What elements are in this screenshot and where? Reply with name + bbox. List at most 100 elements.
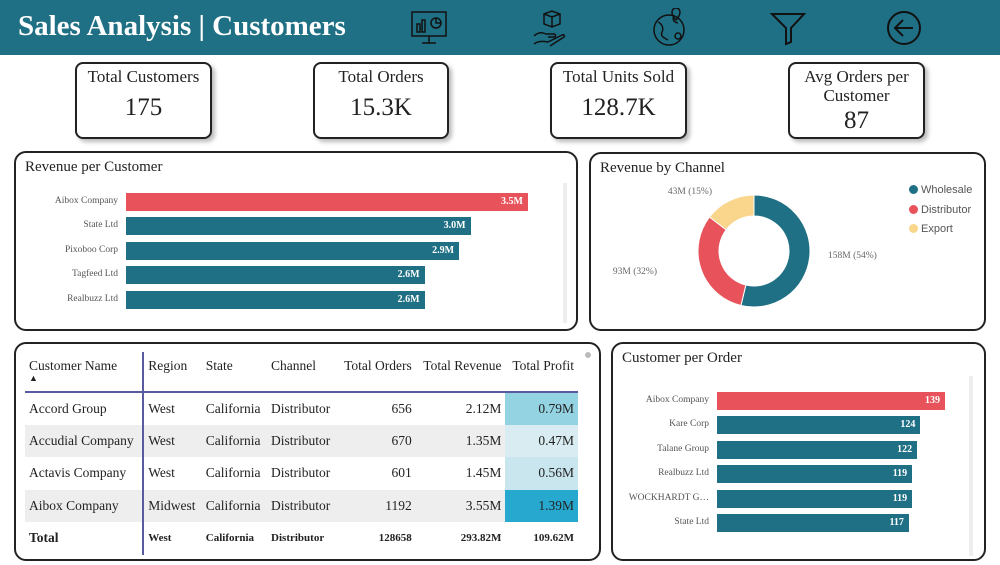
column-header-label: Region [148,358,188,373]
column-header-label: Total Profit [512,358,574,373]
kpi-total-customers: Total Customers 175 [75,62,212,139]
bar[interactable]: 124 [717,416,921,435]
donut-chart: 158M (54%) 93M (32%) 43M (15%) [613,186,877,308]
sort-ascending-icon[interactable]: ▲ [29,373,38,383]
panel-title: Revenue per Customer [25,159,163,175]
table-cell: 2.12M [465,400,502,416]
table-cell: Midwest [143,489,202,522]
bar-label: Aibox Company [645,395,709,405]
table-cell: Distributor [271,532,325,545]
donut-slice-wholesale[interactable] [740,194,811,308]
table-row[interactable]: Actavis Company West California Distributor… [25,457,578,490]
bar-label: Pixoboo Corp [64,244,118,255]
legend-item-distributor[interactable]: Distributor [909,204,971,216]
table-cell: California [205,465,261,481]
bar-value-label: 2.6M [397,293,420,305]
table-cell: 601 [391,465,412,481]
revenue-per-customer-panel: Revenue per Customer Aibox Company 3.5M St… [14,151,578,331]
column-header-label: Channel [271,358,317,373]
customer-table: Customer Name ▲ Region State Channel Total Or… [25,352,578,555]
column-header[interactable]: Total Profit [505,352,578,393]
panel-title: Revenue by Channel [600,160,725,176]
table-cell: Distributor [271,465,331,481]
table-cell: 0.56M [505,457,578,490]
scrollbar[interactable] [585,352,591,358]
bar[interactable]: 119 [717,465,913,484]
kpi-label: Total Orders [338,67,424,86]
kpi-label: Total Units Sold [562,67,675,86]
kpi-total-units-sold: Total Units Sold 128.7K [550,62,687,139]
table-row[interactable]: Aibox Company Midwest California Distributo… [25,489,578,522]
table-row[interactable]: Accord Group West California Distributor 656… [25,392,578,425]
bar[interactable]: 2.6M [126,290,425,309]
kpi-label: Total Customers [87,67,200,86]
table-row[interactable]: Accudial Company West California Distributo… [25,424,578,457]
bar[interactable]: 139 [717,392,945,410]
bar[interactable]: 2.9M [126,241,460,260]
legend-dot-icon [909,224,918,233]
table-cell: Aibox Company [25,489,145,522]
header-bar: Sales Analysis | Customers [0,0,1000,55]
table-cell: 1.35M [415,424,506,457]
legend-label: Distributor [921,203,972,216]
column-header[interactable]: Customer Name ▲ [25,352,145,393]
bar-value-label: 122 [897,443,913,455]
bar-value-label: 139 [925,395,940,406]
bar-value-label: 124 [900,419,916,431]
donut-data-label: 43M (15%) [668,186,712,197]
bar-label: Realbuzz Ltd [67,293,118,304]
table-cell: 0.79M [505,392,578,425]
column-header-label: Total Orders [344,358,412,373]
kpi-avg-orders-per-customer: Avg Orders per Customer 87 [788,62,925,139]
bar-value-label: 3.5M [501,196,523,207]
bar[interactable]: 3.5M [126,193,528,211]
bar[interactable]: 2.6M [126,266,425,285]
kpi-value: 128.7K [581,94,656,121]
scrollbar[interactable] [563,183,567,323]
legend-dot-icon [909,185,918,194]
dashboard-presentation-icon[interactable] [409,8,449,48]
table-total-row[interactable]: Total West California Distributor 128658 293.… [25,522,578,555]
table-cell: West [148,465,175,481]
panel-title: Customer per Order [622,350,742,366]
table-cell: West [148,400,175,416]
legend-item-wholesale[interactable]: Wholesale [909,184,972,196]
table-cell: Actavis Company [25,457,145,490]
table-cell: 128658 [378,532,412,545]
bar-value-label: 119 [892,492,908,504]
donut-slice-distributor[interactable] [697,216,747,307]
table-cell: California [205,532,255,545]
bar-value-label: 3.0M [443,220,466,232]
column-header-label: Total Revenue [423,358,502,373]
column-header[interactable]: State [201,352,268,393]
bar-label: State Ltd [674,517,709,527]
column-header[interactable]: Total Orders [337,352,416,393]
table-cell: Accudial Company [25,424,145,457]
column-header[interactable]: Region [143,352,202,393]
table-header-row: Customer Name ▲ Region State Channel Total Or… [25,352,578,393]
donut-data-label: 93M (32%) [613,266,657,277]
filter-icon[interactable] [768,8,808,48]
bar-value-label: 117 [889,517,904,528]
bar[interactable]: 122 [717,440,918,459]
kpi-value: 87 [844,107,869,134]
back-arrow-icon[interactable] [884,8,924,48]
bar-label: Aibox Company [54,196,118,206]
bar[interactable]: 3.0M [126,217,471,236]
table-cell: 0.47M [505,424,578,457]
donut-slice-export[interactable] [708,194,755,231]
globe-location-icon[interactable] [650,8,690,48]
column-header[interactable]: Total Revenue [415,352,506,393]
bar[interactable]: 119 [717,489,913,508]
product-delivery-icon[interactable] [530,8,570,48]
bar[interactable]: 117 [717,514,909,532]
table-cell: Total [25,522,145,555]
table-cell: 1.45M [465,465,502,481]
column-header[interactable]: Channel [267,352,338,393]
table-cell: Distributor [267,489,338,522]
kpi-value: 175 [124,94,163,121]
scrollbar[interactable] [969,376,973,556]
customer-per-order-panel: Customer per Order Aibox Company 139 Kare … [611,342,986,561]
legend-item-export[interactable]: Export [909,223,953,235]
table-cell: 109.62M [533,532,574,545]
